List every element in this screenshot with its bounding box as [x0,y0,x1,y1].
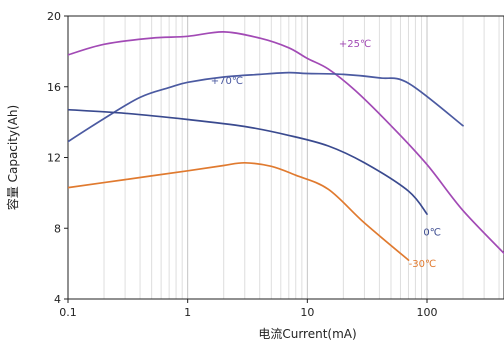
y-tick-label: 20 [47,10,61,23]
y-axis-title: 容量 Capacity(Ah) [5,105,20,210]
series-line-0 [68,108,428,215]
series-line-30 [68,161,410,261]
grid-lines [103,16,500,299]
x-tick-label: 10 [300,306,314,319]
axis-ticks: 0.1 1 10 100 4 8 12 16 20 [47,10,438,319]
series-label-70: +70℃ [211,76,243,87]
x-tick-label: 0.1 [59,306,77,319]
y-tick-label: 16 [47,81,61,94]
y-tick-label: 8 [54,222,61,235]
series-label-0: 0℃ [423,227,441,238]
series-line-70 [68,71,464,143]
series-label-25: +25℃ [339,39,371,50]
y-tick-label: 12 [47,152,61,165]
x-tick-label: 100 [417,306,438,319]
plot-area [67,15,504,300]
series-lines [68,31,504,261]
series-label-30: -30℃ [409,259,437,270]
x-axis-title: 电流Current(mA) [258,327,356,341]
y-tick-label: 4 [54,293,61,306]
series-line-25 [68,31,504,255]
series-labels: +25℃ +70℃ 0℃ -30℃ [211,39,441,270]
x-tick-label: 1 [184,306,191,319]
